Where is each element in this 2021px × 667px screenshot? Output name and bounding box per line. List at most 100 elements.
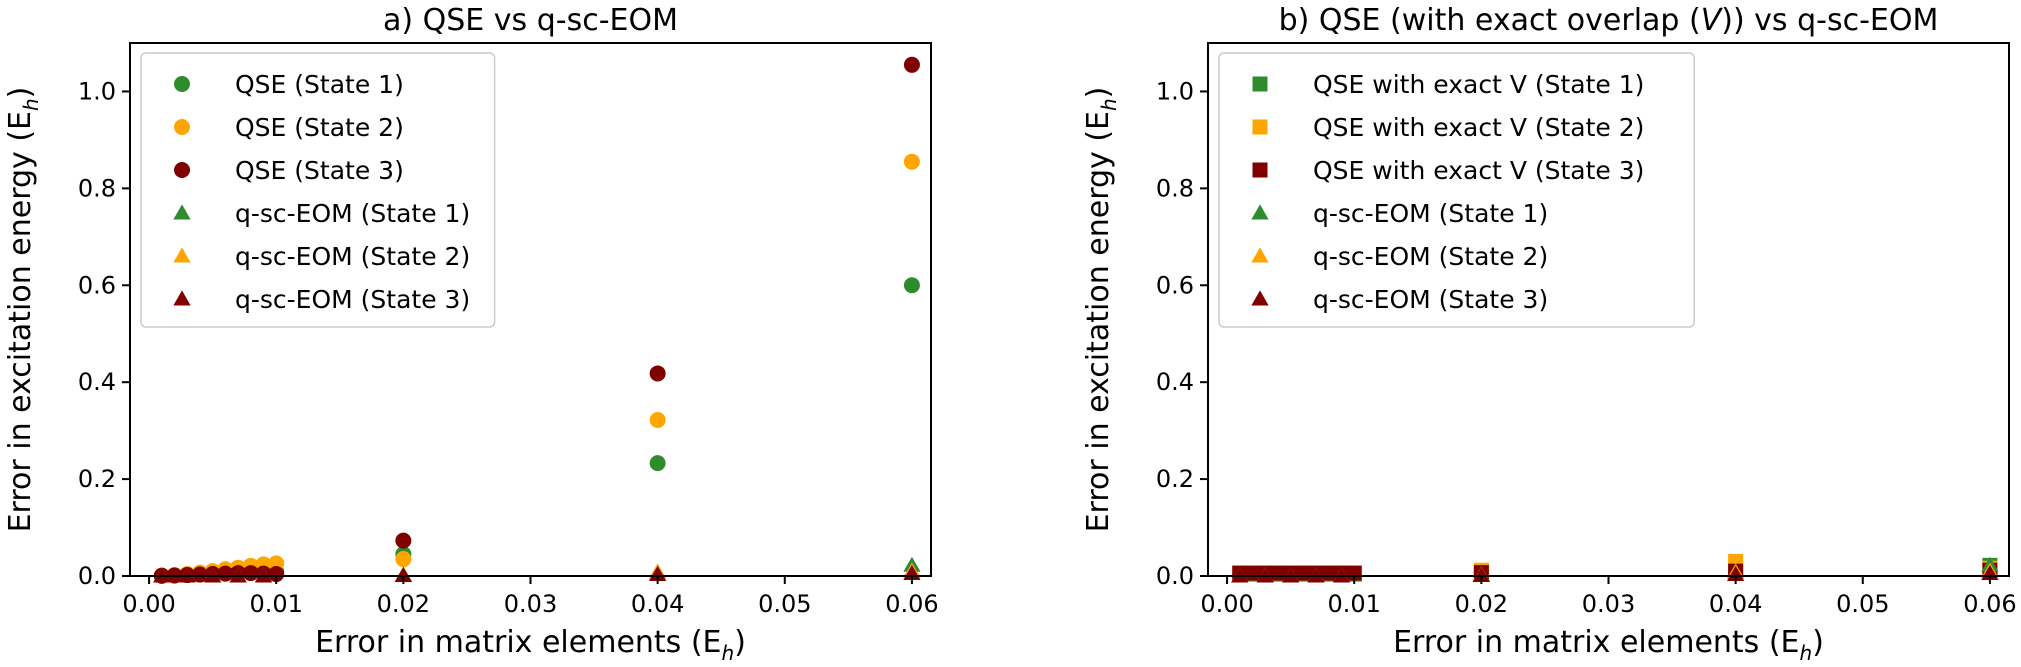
legend-label: QSE (State 1)	[235, 70, 404, 99]
x-tick-label: 0.02	[377, 590, 430, 618]
data-markers	[153, 56, 921, 584]
x-tick-label: 0.02	[1455, 590, 1508, 618]
y-tick-label: 0.0	[1156, 562, 1194, 590]
x-axis-label-sub: h	[722, 641, 735, 665]
data-point	[1472, 566, 1490, 582]
y-tick-label: 0.8	[1156, 174, 1194, 202]
x-axis-label-end: )	[734, 625, 746, 660]
data-point	[649, 565, 667, 582]
legend-label: q-sc-EOM (State 3)	[235, 285, 470, 314]
chart-title-italic: V	[1701, 3, 1724, 38]
data-point	[178, 567, 196, 583]
y-tick-label: 1.0	[78, 77, 116, 105]
x-tick-label: 0.01	[249, 590, 302, 618]
x-tick-label: 0.06	[885, 590, 938, 618]
chart-a: a) QSE vs q-sc-EOM 0.00 0.01 0.02 0.03 0.04 0.…	[3, 3, 939, 665]
legend-box	[140, 52, 496, 328]
x-tick-label: 0.04	[631, 590, 684, 618]
x-tick-label: 0.01	[1327, 590, 1380, 618]
legend-box	[1218, 52, 1695, 328]
data-point	[242, 565, 259, 582]
x-tick-label: 0.05	[1836, 590, 1889, 618]
legend-marker	[174, 76, 190, 92]
y-tick-label: 0.8	[78, 174, 116, 202]
x-tick-label: 0.04	[1709, 590, 1762, 618]
data-point	[204, 567, 222, 583]
data-point	[649, 455, 666, 472]
data-point	[903, 56, 920, 73]
legend-marker	[1251, 247, 1269, 263]
legend-label: q-sc-EOM (State 3)	[1313, 285, 1548, 314]
data-point	[395, 551, 412, 568]
data-point	[229, 567, 247, 583]
y-axis-label-sub: h	[19, 98, 43, 111]
legend-marker	[1252, 76, 1268, 92]
data-point	[153, 567, 171, 583]
y-tick-label: 0.2	[78, 465, 116, 493]
legend-marker	[1251, 204, 1269, 220]
legend-marker	[1252, 162, 1268, 178]
data-point	[268, 566, 285, 583]
data-point	[1332, 567, 1351, 583]
legend-label: QSE with exact V (State 1)	[1313, 70, 1644, 99]
data-point	[903, 153, 920, 170]
data-markers	[1231, 553, 1999, 583]
legend-marker	[1251, 290, 1269, 306]
x-axis-label: Error in matrix elements (Eh)	[315, 625, 746, 665]
data-point	[395, 532, 412, 549]
legend-label: q-sc-EOM (State 1)	[1313, 199, 1548, 228]
y-axis-label-end: )	[1081, 87, 1116, 99]
y-axis-label: Error in excitation energy (Eh)	[1081, 87, 1121, 533]
x-tick-label: 0.06	[1963, 590, 2016, 618]
legend-label: q-sc-EOM (State 1)	[235, 199, 470, 228]
legend-label: QSE (State 2)	[235, 113, 404, 142]
legend-marker	[174, 119, 190, 135]
y-tick-label: 0.4	[1156, 368, 1194, 396]
x-axis-label-main: Error in matrix elements (E	[1393, 625, 1799, 660]
legend: QSE (State 1) QSE (State 2) QSE (State 3) q…	[140, 52, 496, 328]
x-axis-label: Error in matrix elements (Eh)	[1393, 625, 1824, 665]
chart-title: b) QSE (with exact overlap (V)) vs q-sc-…	[1279, 3, 1939, 38]
x-tick-label: 0.05	[758, 590, 811, 618]
y-axis-label-sub: h	[1097, 98, 1121, 111]
chart-title-part: )) vs q-sc-EOM	[1721, 3, 1938, 38]
legend-marker	[173, 247, 191, 263]
legend-label: QSE with exact V (State 2)	[1313, 113, 1644, 142]
y-tick-label: 0.4	[78, 368, 116, 396]
x-axis-label-main: Error in matrix elements (E	[315, 625, 721, 660]
legend-label: q-sc-EOM (State 2)	[235, 242, 470, 271]
y-tick-label: 0.2	[1156, 465, 1194, 493]
y-tick-label: 1.0	[1156, 77, 1194, 105]
x-axis-label-end: )	[1812, 625, 1824, 660]
data-point	[1231, 567, 1249, 583]
chart-title-part: b) QSE (with exact overlap (	[1279, 3, 1701, 38]
legend-label: QSE with exact V (State 3)	[1313, 156, 1644, 185]
data-point	[903, 277, 920, 294]
data-point	[254, 567, 273, 583]
x-tick-label: 0.03	[504, 590, 557, 618]
data-point	[217, 565, 234, 582]
chart-b: b) QSE (with exact overlap (V)) vs q-sc-…	[1081, 3, 2017, 665]
legend: QSE with exact V (State 1) QSE with exact…	[1218, 52, 1695, 328]
data-point	[649, 411, 666, 428]
legend-marker	[173, 204, 191, 220]
data-point	[1307, 567, 1325, 583]
data-point	[1727, 565, 1745, 582]
chart-title: a) QSE vs q-sc-EOM	[383, 3, 678, 38]
y-axis-label-end: )	[3, 87, 38, 99]
y-tick-label: 0.0	[78, 562, 116, 590]
data-point	[649, 365, 666, 382]
data-point	[394, 566, 412, 582]
y-tick-label: 0.6	[1156, 271, 1194, 299]
data-point	[1256, 567, 1274, 583]
y-axis-label-main: Error in excitation energy (E	[1081, 111, 1116, 532]
legend-marker	[174, 162, 190, 178]
y-tick-label: 0.6	[78, 271, 116, 299]
x-tick-label: 0.00	[122, 590, 175, 618]
legend-label: q-sc-EOM (State 2)	[1313, 242, 1548, 271]
x-tick-label: 0.00	[1200, 590, 1253, 618]
data-point	[191, 566, 208, 583]
legend-marker	[1252, 119, 1268, 135]
legend-label: QSE (State 3)	[235, 156, 404, 185]
